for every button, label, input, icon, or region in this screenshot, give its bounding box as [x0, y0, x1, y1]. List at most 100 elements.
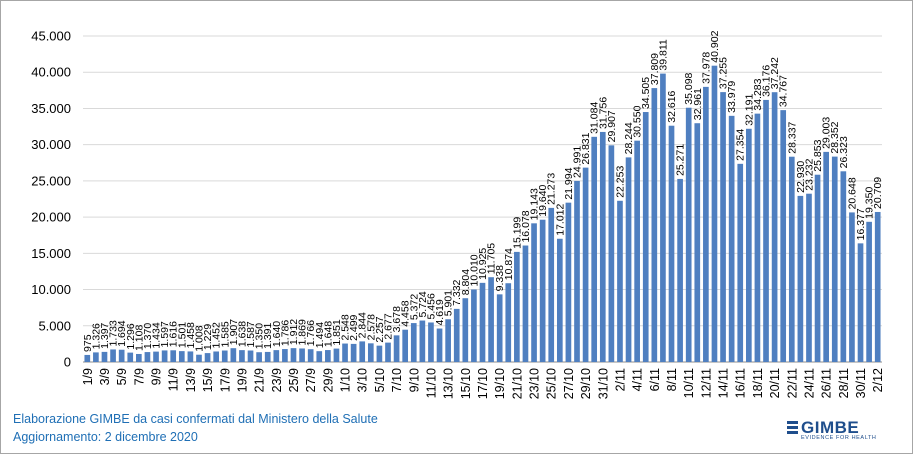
data-label: 31.084	[589, 102, 601, 134]
bar	[178, 351, 185, 362]
bars	[84, 65, 881, 363]
bar	[763, 99, 769, 362]
data-label: 34.283	[752, 78, 764, 110]
data-label: 17.012	[554, 203, 566, 235]
data-label: 975	[82, 334, 94, 352]
x-tick-label: 12/11	[699, 368, 713, 398]
bar	[496, 294, 503, 362]
data-label: 2.499	[348, 314, 360, 340]
bar	[522, 245, 529, 362]
data-label: 1.501	[176, 322, 188, 348]
x-tick-label: 7/9	[132, 368, 146, 385]
bar	[445, 319, 451, 362]
data-label: 4.458	[400, 300, 412, 326]
data-label: 32.961	[692, 88, 704, 120]
bar	[247, 350, 254, 362]
logo-tagline: EVIDENCE FOR HEALTH	[801, 435, 877, 441]
data-label: 1.008	[193, 325, 205, 351]
y-tick-label: 5.000	[38, 318, 71, 333]
x-tick-label: 22/11	[785, 368, 799, 398]
data-label: 10.874	[503, 248, 515, 280]
bar	[788, 156, 795, 362]
bar	[797, 195, 804, 362]
data-label: 20.648	[846, 177, 858, 209]
x-tick-label: 11/10	[424, 368, 438, 398]
x-tick-label: 9/9	[150, 368, 164, 385]
x-tick-label: 16/11	[734, 368, 748, 398]
data-label: 5.901	[443, 290, 455, 316]
x-tick-label: 25/10	[545, 368, 559, 399]
bar	[239, 350, 245, 362]
x-tick-label: 10/11	[682, 368, 696, 398]
data-label: 1.350	[254, 323, 266, 349]
data-label: 1.616	[168, 321, 180, 347]
x-tick-label: 21/9	[253, 368, 267, 392]
data-label: 5.456	[425, 293, 437, 319]
y-tick-label: 20.000	[31, 210, 71, 225]
data-label: 28.244	[623, 122, 635, 154]
data-label: 11.705	[486, 243, 498, 274]
data-label: 25.271	[675, 144, 687, 176]
bar	[462, 298, 469, 362]
data-label: 1.912	[288, 319, 300, 345]
data-label: 26.323	[838, 136, 850, 168]
data-label: 1.391	[262, 322, 274, 348]
x-tick-label: 3/10	[356, 368, 370, 392]
bar	[118, 349, 125, 362]
bar	[410, 323, 417, 362]
data-label: 1.786	[279, 320, 291, 346]
x-tick-label: 1/9	[81, 368, 95, 385]
bar	[196, 354, 202, 362]
data-label: 1.585	[219, 321, 231, 347]
data-label: 28.337	[786, 121, 798, 153]
x-tick-label: 11/9	[167, 368, 181, 391]
bar	[393, 335, 400, 362]
bar	[599, 131, 606, 362]
bar	[428, 322, 434, 362]
bar	[857, 243, 864, 362]
x-tick-label: 21/10	[510, 368, 524, 399]
bar	[668, 125, 675, 362]
bar	[299, 348, 305, 362]
data-label: 19.350	[864, 187, 876, 219]
x-tick-label: 19/9	[235, 368, 249, 392]
bar	[290, 348, 297, 362]
data-label: 24.991	[572, 146, 584, 178]
x-tick-label: 17/9	[218, 368, 232, 392]
data-label: 7.332	[451, 279, 463, 305]
data-label: 1.766	[305, 320, 317, 346]
bar	[737, 163, 744, 362]
bar	[642, 112, 649, 362]
data-labels: 9751.3261.3971.7331.6941.2961.1081.3701.…	[82, 30, 884, 352]
data-label: 1.397	[99, 322, 111, 348]
data-label: 1.296	[125, 323, 137, 349]
bar	[814, 174, 821, 362]
bar	[436, 328, 443, 362]
bar	[617, 200, 623, 362]
bar	[591, 136, 598, 362]
bar	[101, 351, 108, 362]
bar	[780, 110, 787, 362]
x-tick-label: 9/10	[407, 368, 421, 392]
data-label: 29.907	[606, 110, 618, 142]
x-tick-label: 13/9	[184, 368, 198, 392]
bar	[505, 283, 512, 362]
x-tick-label: 18/11	[751, 368, 765, 398]
data-label: 2.548	[340, 314, 352, 340]
bar	[677, 178, 683, 362]
bar	[453, 308, 460, 362]
y-tick-label: 0	[64, 355, 71, 370]
x-tick-label: 5/9	[115, 368, 129, 385]
data-label: 30.550	[632, 105, 644, 137]
bar	[325, 350, 331, 362]
bar	[728, 115, 735, 362]
x-tick-label: 8/11	[665, 368, 679, 391]
bar	[110, 349, 116, 362]
y-tick-label: 45.000	[31, 29, 71, 44]
data-label: 1.434	[151, 322, 163, 348]
y-tick-label: 10.000	[31, 282, 71, 297]
bar	[849, 212, 855, 362]
bar	[213, 351, 220, 362]
